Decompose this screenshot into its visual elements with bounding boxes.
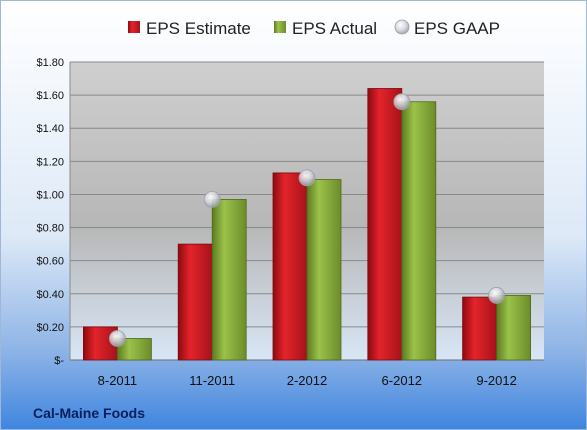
y-tick-label: $-	[54, 355, 64, 367]
bar-eps-actual	[306, 179, 342, 361]
marker-eps-gaap	[488, 287, 506, 304]
bar-eps-actual	[401, 101, 437, 361]
x-axis: 8-2011 11-2011 2-2012 6-2012 9-2012	[98, 373, 517, 388]
y-tick-label: $0.60	[36, 256, 64, 268]
marker-eps-gaap	[393, 93, 411, 111]
y-tick-label: $1.80	[36, 57, 64, 69]
bar-eps-actual	[211, 199, 247, 361]
bar-eps-estimate	[367, 88, 403, 361]
marker-eps-gaap	[203, 191, 221, 208]
bar-eps-estimate	[272, 172, 308, 361]
gaap-markers	[109, 93, 506, 347]
bar-eps-estimate	[177, 243, 213, 361]
x-category-label: 8-2011	[98, 373, 138, 388]
y-tick-label: $0.40	[36, 289, 64, 301]
y-tick-label: $1.60	[36, 90, 64, 102]
y-tick-label: $0.80	[36, 223, 64, 235]
x-category-label: 2-2012	[287, 373, 327, 388]
legend-label-gaap: EPS GAAP	[414, 19, 500, 38]
y-tick-label: $1.20	[36, 156, 64, 168]
y-tick-label: $1.00	[36, 189, 64, 201]
legend-label-actual: EPS Actual	[292, 19, 377, 38]
x-category-label: 11-2011	[189, 373, 235, 388]
bar-eps-actual	[117, 338, 152, 361]
legend-swatch-actual	[274, 21, 286, 33]
company-name: Cal-Maine Foods	[33, 405, 145, 421]
legend-swatch-gaap	[394, 19, 410, 35]
y-tick-label: $1.40	[36, 123, 64, 135]
legend-label-estimate: EPS Estimate	[146, 19, 251, 38]
legend: EPS Estimate EPS Actual EPS GAAP	[128, 19, 500, 38]
marker-eps-gaap	[109, 330, 126, 347]
bar-eps-actual	[496, 295, 532, 361]
x-category-label: 6-2012	[382, 373, 422, 388]
marker-eps-gaap	[298, 169, 316, 187]
x-category-label: 9-2012	[476, 373, 516, 388]
y-tick-label: $0.20	[36, 322, 64, 334]
legend-swatch-estimate	[128, 21, 140, 33]
bar-eps-estimate	[462, 296, 498, 361]
bars	[83, 88, 532, 361]
